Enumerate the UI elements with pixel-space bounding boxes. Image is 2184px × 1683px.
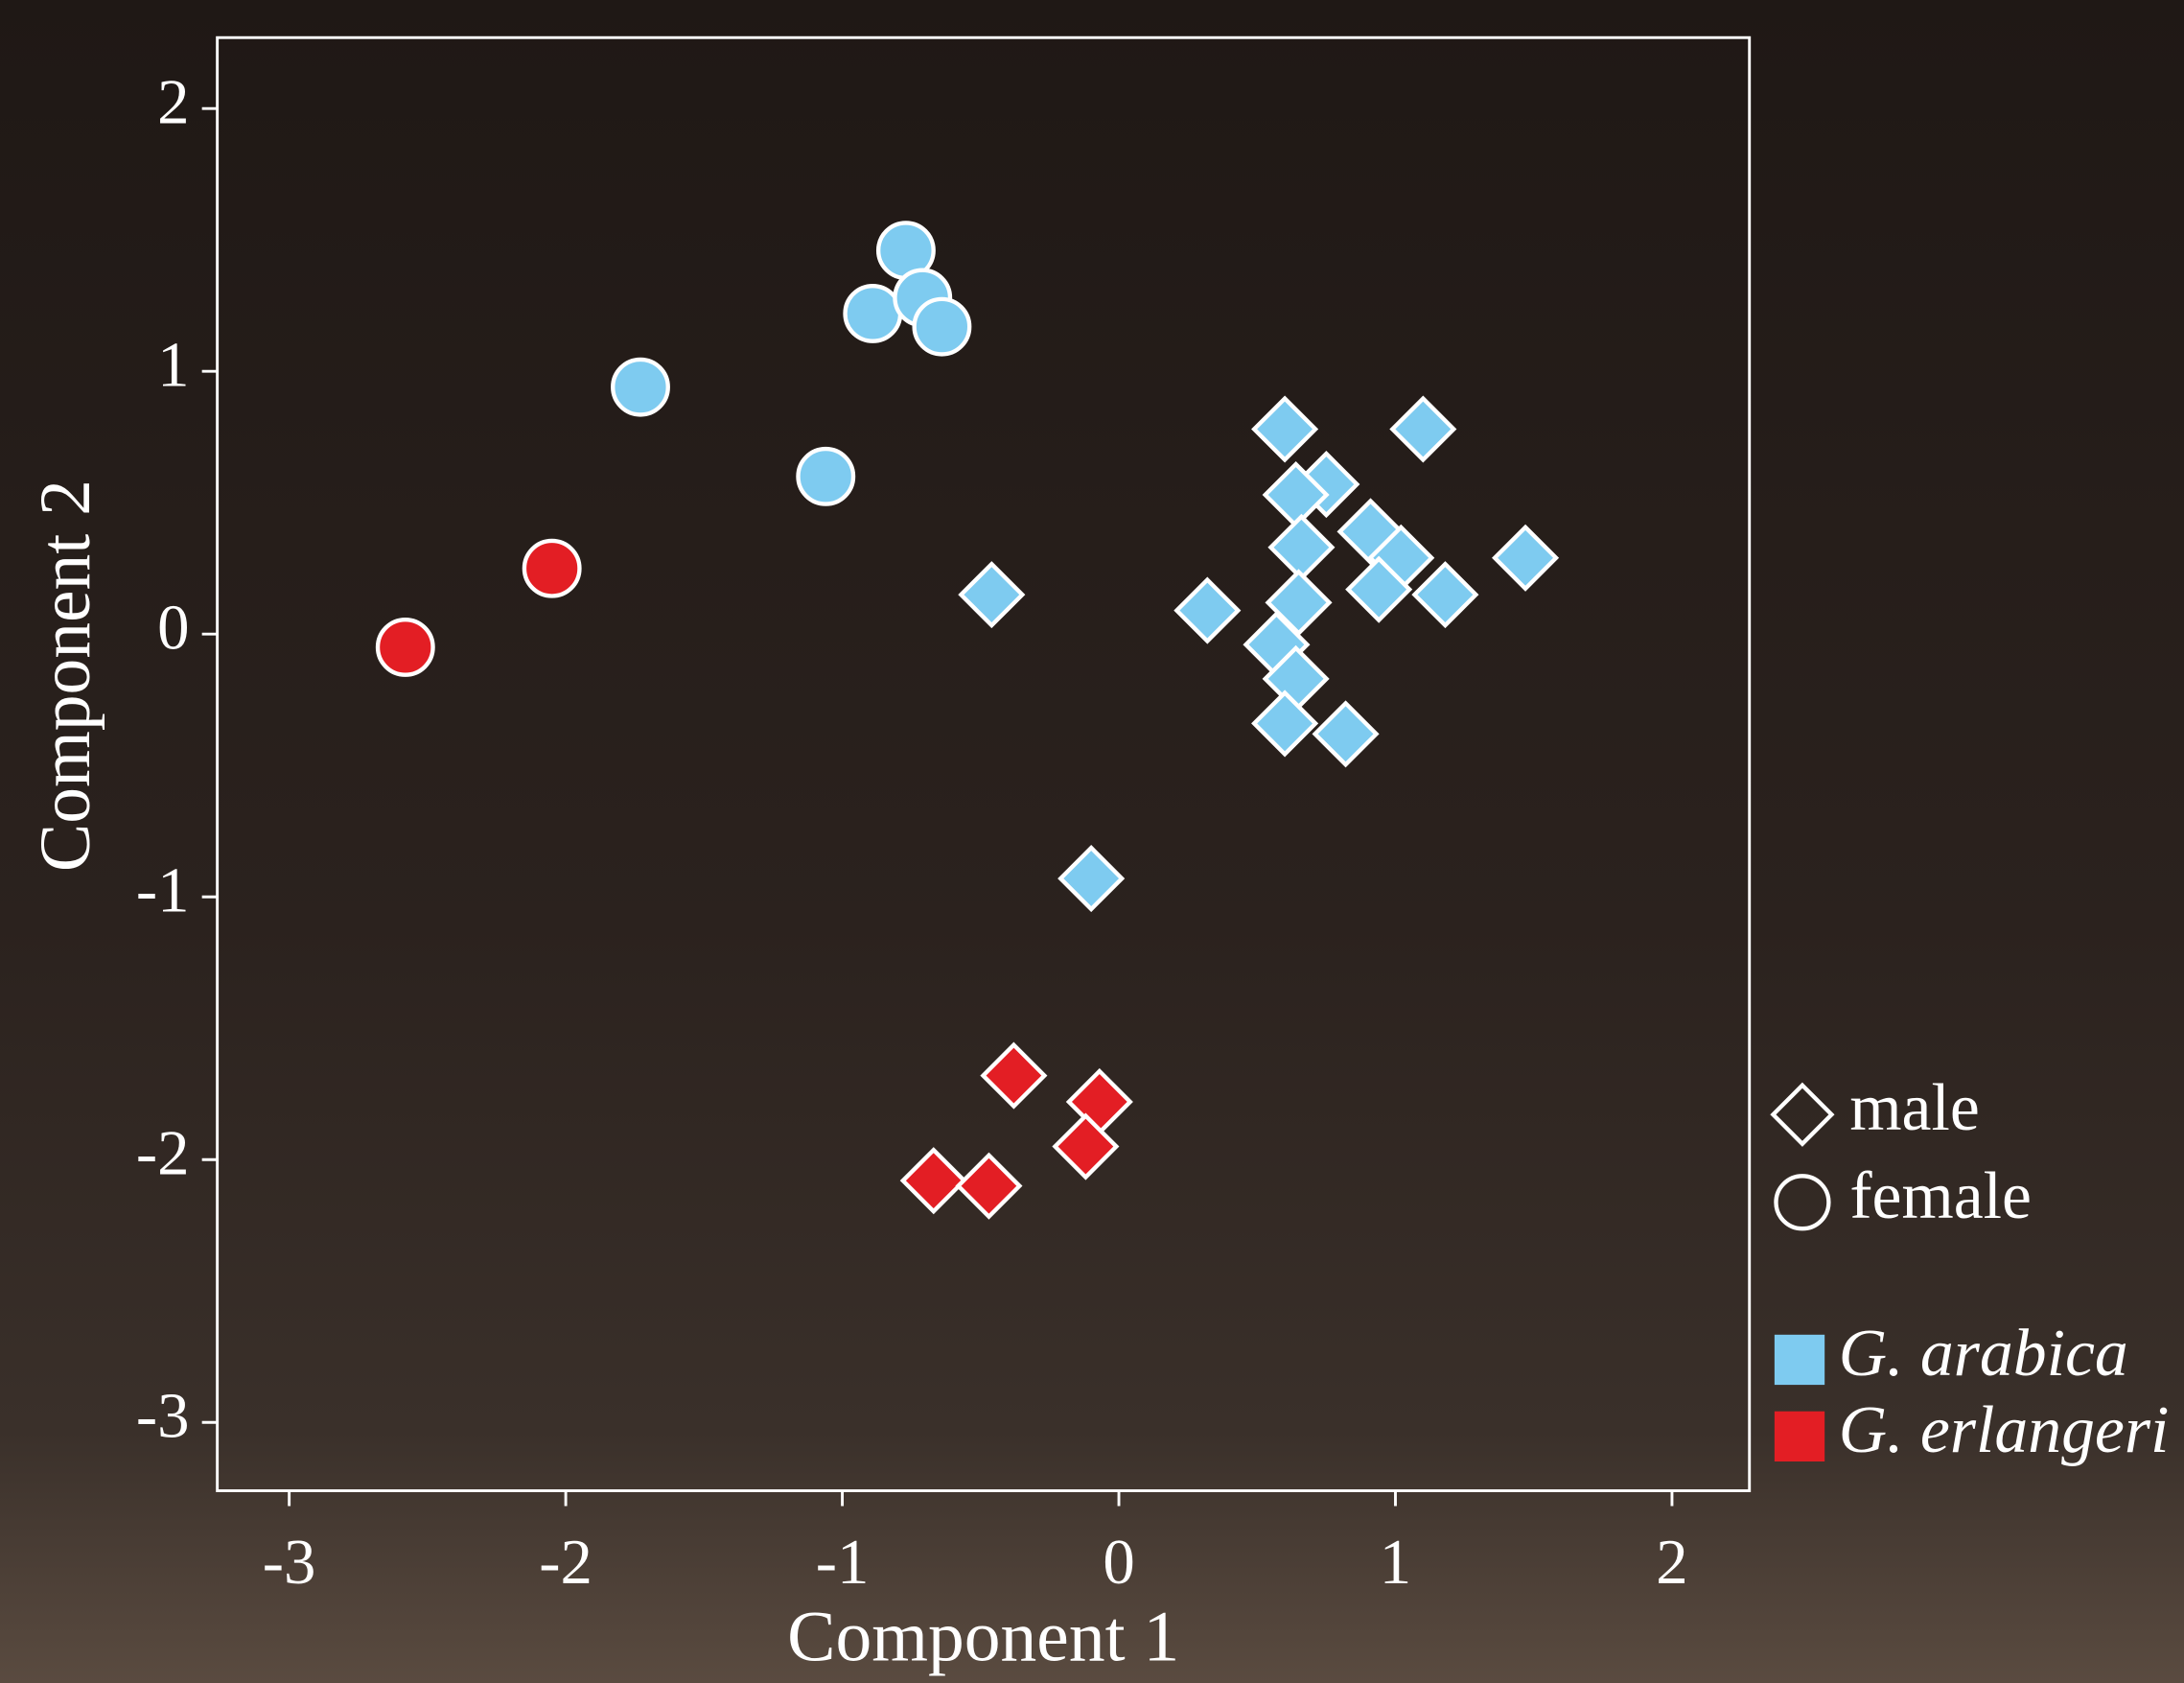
x-axis-title: Component 1 [787,1598,1179,1677]
x-tick-label: 0 [1103,1527,1134,1598]
legend-swatch [1775,1335,1824,1385]
y-tick-label: 2 [157,67,189,138]
y-tick-label: -2 [136,1118,190,1189]
x-tick-label: -3 [263,1527,316,1598]
y-axis-title: Component 2 [26,479,105,872]
point [613,360,668,415]
point [846,286,901,341]
legend-label: male [1849,1071,1980,1145]
legend-label: female [1849,1159,2032,1233]
y-tick-label: -1 [136,855,190,926]
legend-label: G. erlangeri [1839,1393,2170,1467]
x-tick-label: -1 [816,1527,870,1598]
legend-swatch [1775,1412,1824,1461]
y-tick-label: 0 [157,593,189,664]
y-tick-label: 1 [157,330,189,401]
point [798,449,853,504]
legend-label: G. arabica [1839,1317,2128,1391]
chart: Component 1 Component 2 -3 -2 -1 0 1 2 -3 -2 -1 0… [0,0,2184,1683]
y-tick-label: -3 [136,1381,190,1452]
x-tick-label: 2 [1656,1527,1687,1598]
x-tick-label: -2 [539,1527,592,1598]
point [524,541,580,596]
point [378,619,433,675]
point [915,299,970,355]
page: {"chart_data":{"type":"scatter","xlabel"… [0,0,2184,1683]
x-tick-label: 1 [1380,1527,1411,1598]
